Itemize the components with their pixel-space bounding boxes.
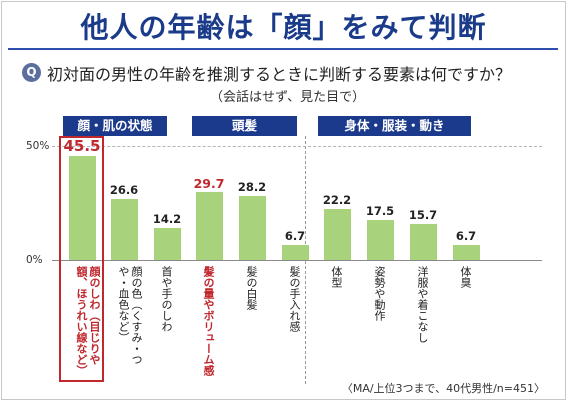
bar-value-label: 17.5 [365,204,395,219]
group-header-face: 顔・肌の状態 [63,116,167,136]
page-title: 他人の年齢は「顔」をみて判断 [80,11,487,44]
bar [409,224,437,260]
title-divider [8,48,558,50]
group-header-body: 身体・服装・動き [318,116,471,136]
bar [281,244,309,260]
bar-value-label: 22.2 [322,193,352,208]
bar [153,227,181,260]
category-label: 髪の量やボリューム感 [202,266,215,376]
bar-value-label: 26.6 [109,183,139,198]
footnote: 〈MA/上位3つまで、40代男性/n=451〉 [341,382,545,395]
question-icon: Q [22,63,41,82]
bar [68,156,96,260]
question-text: 初対面の男性の年齢を推測するときに判断する要素は何ですか？ [47,65,512,84]
category-label: 顔のしわ（目じりや額、ほうれい線など） [75,266,101,376]
bar-value-label: 14.2 [152,211,182,226]
bar [110,199,138,260]
category-label: 体臭 [459,266,472,288]
bar [452,244,480,260]
bar [195,192,223,260]
category-label: 髪の白髪 [245,266,258,310]
question-subtext: （会話はせず、見た目で） [210,90,366,105]
bar-value-label: 15.7 [408,208,438,223]
category-label: 首や手のしわ [160,266,173,332]
bar [323,209,351,260]
bar-value-label: 28.2 [237,179,267,194]
bar [366,220,394,260]
group-separator [305,136,306,384]
bar-value-label: 6.7 [284,228,306,243]
category-label: 姿勢や動作 [373,266,386,321]
category-label: 顔の色（くすみ・つや・血色など） [117,266,143,365]
category-label: 体型 [330,266,343,288]
category-label: 髪の手入れ感 [288,266,301,332]
bar-value-label: 29.7 [193,176,225,192]
gridline-50 [52,146,542,147]
y-tick-50: 50% [26,140,50,152]
group-header-hair: 頭髪 [192,116,297,136]
bar [238,195,266,260]
x-axis-baseline [52,260,542,261]
y-tick-0: 0% [26,254,43,266]
highlight-frame [59,136,104,382]
bar-value-label: 6.7 [455,228,477,243]
category-label: 洋服や着こなし [416,266,429,343]
bar-value-label: 45.5 [63,137,101,156]
